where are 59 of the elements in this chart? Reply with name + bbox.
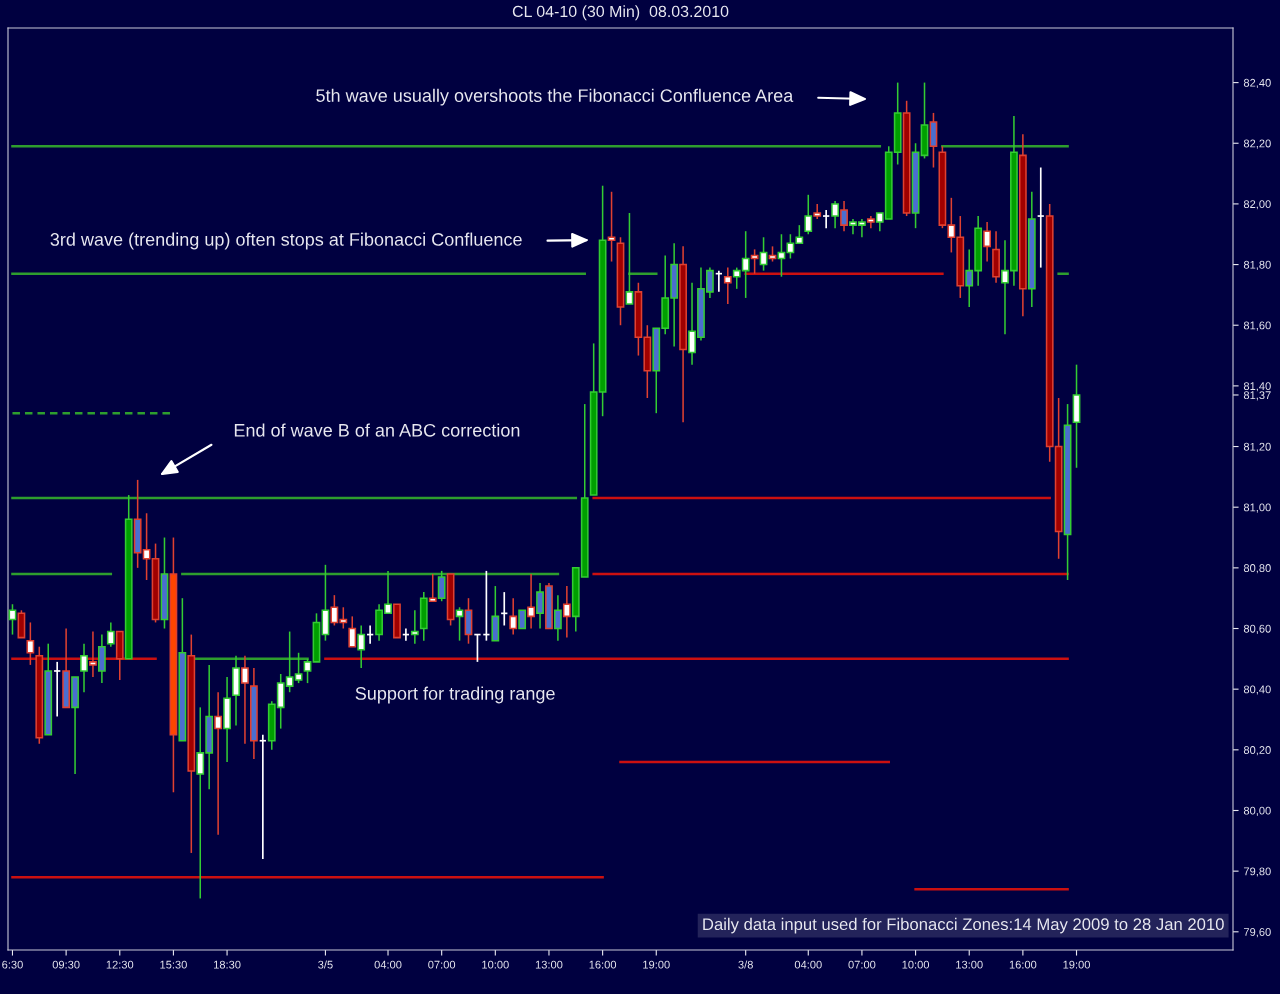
y-tick-label: 79,80 (1243, 867, 1271, 877)
x-tick-label: 16:00 (589, 960, 617, 969)
candlestick (983, 221, 992, 263)
x-tick-label: 3/8 (738, 960, 753, 969)
x-tick-label: 09:30 (52, 960, 80, 969)
x-tick-label: 12:30 (106, 960, 134, 969)
y-tick-label: 82,20 (1243, 139, 1271, 149)
x-tick-label: 10:00 (902, 960, 930, 969)
x-tick-label: 6:30 (2, 960, 23, 969)
x-tick-label: 13:00 (535, 960, 563, 969)
x-tick-label: 10:00 (482, 960, 509, 969)
y-tick-label: 81,20 (1243, 442, 1271, 452)
candlestick (822, 209, 831, 230)
annotation: Daily data input used for Fibonacci Zones:14 May 2009 to 28 Jan 2010 (703, 917, 1224, 934)
annotation: 5th wave usually overshoots the Fibonacci Confluence Area (316, 88, 794, 106)
candlestick (428, 573, 437, 602)
candlestick (625, 212, 634, 305)
y-tick-label: 80,60 (1243, 624, 1271, 634)
x-tick-label: 16:00 (1009, 960, 1037, 969)
y-tick-label: 81,40 (1243, 382, 1271, 392)
y-tick-label: 82,40 (1243, 78, 1271, 89)
x-tick-label: 13:00 (956, 960, 983, 969)
y-tick-label: 81,37 (1243, 391, 1271, 401)
x-tick-label: 04:00 (374, 960, 402, 969)
x-tick-label: 07:00 (428, 960, 456, 969)
chart-title: CL 04-10 (30 Min) 08.03.2010 (512, 5, 729, 21)
candlestick (831, 200, 839, 229)
candlestick (527, 573, 535, 630)
candlestick (303, 658, 312, 684)
y-tick-label: 80,20 (1243, 746, 1271, 756)
candlestick (437, 570, 446, 602)
candlestick (518, 609, 527, 630)
y-tick-label: 82,00 (1243, 200, 1271, 210)
candlestick (106, 621, 115, 648)
candlestick (840, 200, 848, 232)
candlestick (26, 621, 35, 666)
y-tick-label: 80,80 (1243, 564, 1271, 574)
x-tick-label: 07:00 (848, 960, 876, 969)
y-tick-label: 81,80 (1243, 260, 1271, 271)
annotation: Support for trading range (355, 686, 555, 704)
y-tick-label: 81,00 (1243, 503, 1271, 513)
candlestick (53, 661, 62, 718)
candlestick (1036, 166, 1045, 269)
y-tick-label: 81,60 (1243, 321, 1271, 331)
x-tick-label: 19:00 (1063, 960, 1090, 969)
candlestick (410, 609, 419, 645)
candlestick (258, 733, 267, 860)
candlestick (562, 585, 571, 639)
y-tick-label: 80,00 (1243, 806, 1271, 816)
x-tick-label: 15:30 (160, 960, 187, 969)
x-tick-label: 3/5 (318, 960, 333, 969)
annotation: 3rd wave (trending up) often stops at Fibonacci Confluence (50, 232, 522, 250)
annotation: End of wave B of an ABC correction (234, 423, 520, 437)
x-tick-label: 04:00 (794, 960, 822, 969)
x-tick-label: 19:00 (643, 960, 670, 969)
x-tick-label: 18:30 (214, 960, 241, 969)
y-tick-label: 80,40 (1243, 685, 1271, 695)
y-tick-label: 79,60 (1243, 928, 1271, 938)
candlestick (509, 597, 518, 636)
